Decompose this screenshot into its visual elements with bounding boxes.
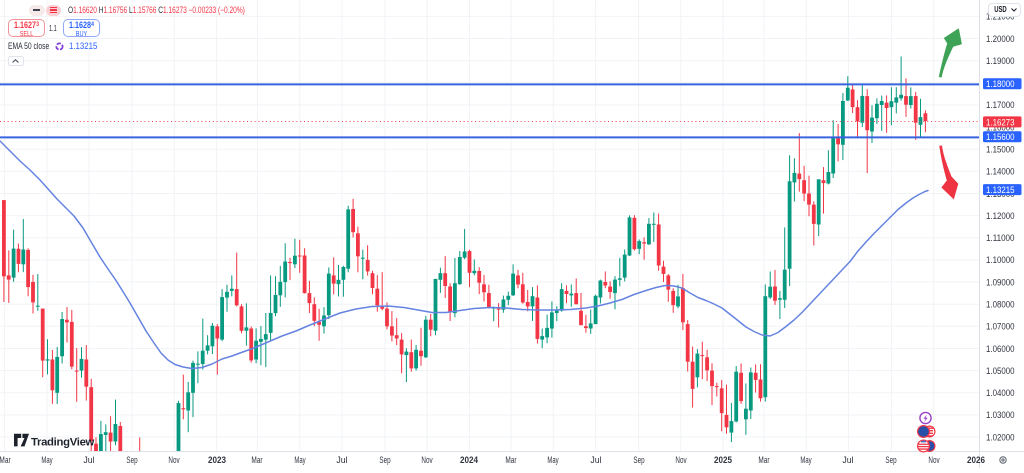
svg-text:1.21000: 1.21000 bbox=[986, 12, 1015, 23]
svg-text:1.20000: 1.20000 bbox=[986, 34, 1015, 45]
svg-text:May: May bbox=[294, 455, 306, 465]
svg-text:1.19000: 1.19000 bbox=[986, 56, 1015, 67]
svg-text:2026: 2026 bbox=[967, 455, 985, 465]
svg-text:1.07000: 1.07000 bbox=[986, 322, 1015, 333]
svg-text:1.16273: 1.16273 bbox=[986, 117, 1015, 128]
svg-text:1.11000: 1.11000 bbox=[986, 233, 1015, 244]
svg-text:Nov: Nov bbox=[928, 455, 940, 465]
svg-text:1.17000: 1.17000 bbox=[986, 100, 1015, 111]
svg-text:Jul: Jul bbox=[336, 455, 347, 465]
svg-text:1.10000: 1.10000 bbox=[986, 255, 1015, 266]
svg-text:1.16000: 1.16000 bbox=[986, 122, 1015, 133]
svg-text:1.09000: 1.09000 bbox=[986, 277, 1015, 288]
svg-text:1.12000: 1.12000 bbox=[986, 211, 1015, 222]
svg-text:1.06000: 1.06000 bbox=[986, 344, 1015, 355]
svg-text:Mar: Mar bbox=[0, 455, 11, 465]
svg-text:May: May bbox=[547, 455, 559, 465]
svg-text:Mar: Mar bbox=[251, 455, 262, 465]
svg-text:Sep: Sep bbox=[379, 455, 390, 465]
svg-text:Mar: Mar bbox=[505, 455, 516, 465]
svg-text:Sep: Sep bbox=[126, 455, 137, 465]
svg-text:1.02000: 1.02000 bbox=[986, 432, 1015, 443]
svg-text:Jul: Jul bbox=[842, 455, 853, 465]
svg-text:2024: 2024 bbox=[460, 455, 478, 465]
svg-text:Jul: Jul bbox=[590, 455, 601, 465]
svg-text:Nov: Nov bbox=[168, 455, 180, 465]
svg-text:1.05000: 1.05000 bbox=[986, 366, 1015, 377]
svg-text:1.14000: 1.14000 bbox=[986, 167, 1015, 178]
svg-text:1.18000: 1.18000 bbox=[986, 79, 1015, 90]
svg-text:2023: 2023 bbox=[208, 455, 226, 465]
svg-text:Sep: Sep bbox=[885, 455, 896, 465]
svg-text:1.13215: 1.13215 bbox=[986, 185, 1015, 196]
svg-text:May: May bbox=[41, 455, 53, 465]
svg-text:2025: 2025 bbox=[714, 455, 732, 465]
svg-text:Sep: Sep bbox=[633, 455, 644, 465]
svg-text:May: May bbox=[800, 455, 812, 465]
svg-text:1.08000: 1.08000 bbox=[986, 300, 1015, 311]
svg-text:1.03000: 1.03000 bbox=[986, 410, 1015, 421]
svg-text:1.15000: 1.15000 bbox=[986, 145, 1015, 156]
svg-text:Nov: Nov bbox=[421, 455, 433, 465]
svg-text:1.15600: 1.15600 bbox=[986, 132, 1015, 143]
svg-text:Jul: Jul bbox=[83, 455, 94, 465]
svg-text:1.04000: 1.04000 bbox=[986, 388, 1015, 399]
svg-text:TradingView: TradingView bbox=[31, 436, 95, 448]
svg-text:Nov: Nov bbox=[675, 455, 687, 465]
svg-text:Mar: Mar bbox=[758, 455, 769, 465]
